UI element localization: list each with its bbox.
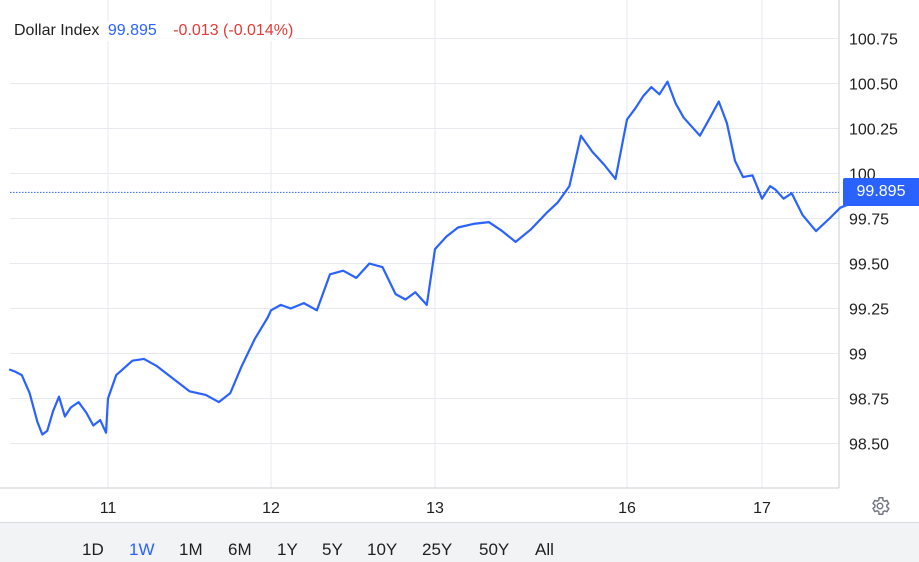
- range-25y-button[interactable]: 25Y: [422, 540, 453, 559]
- tick-labels: 98.5098.759999.2599.5099.75100100.25100.…: [100, 32, 898, 518]
- x-tick-label: 13: [426, 500, 444, 517]
- range-50y-button[interactable]: 50Y: [479, 540, 510, 559]
- range-1w-button[interactable]: 1W: [129, 540, 155, 559]
- y-tick-label: 99.25: [849, 302, 889, 319]
- last-price-tag: 99.895: [843, 178, 919, 207]
- x-tick-label: 12: [262, 500, 280, 517]
- line-chart: 98.5098.759999.2599.5099.75100100.25100.…: [0, 0, 898, 518]
- chart-legend: Dollar Index 99.895 -0.013 (-0.014%): [12, 21, 296, 41]
- y-tick-label: 100.50: [849, 77, 898, 94]
- axes: [0, 0, 840, 489]
- y-tick-label: 100.25: [849, 122, 898, 139]
- x-tick-label: 17: [753, 500, 771, 517]
- range-10y-button[interactable]: 10Y: [367, 540, 398, 559]
- range-selector: 1D 1W 1M 6M 1Y 5Y 10Y 25Y 50Y All: [0, 522, 919, 562]
- range-1m-button[interactable]: 1M: [179, 540, 203, 559]
- legend-change: -0.013 (-0.014%): [173, 22, 294, 39]
- y-tick-label: 100.75: [849, 32, 898, 49]
- x-tick-label: 11: [100, 500, 117, 517]
- legend-value: 99.895: [107, 22, 157, 39]
- y-tick-label: 98.75: [849, 392, 889, 409]
- y-tick-label: 98.50: [849, 437, 889, 454]
- gear-icon: [872, 497, 890, 515]
- settings-button[interactable]: [867, 493, 893, 519]
- series-line: [8, 80, 874, 436]
- y-tick-label: 99: [849, 347, 867, 364]
- range-1y-button[interactable]: 1Y: [277, 540, 298, 559]
- series-layer: [8, 80, 874, 436]
- range-5y-button[interactable]: 5Y: [322, 540, 343, 559]
- range-6m-button[interactable]: 6M: [228, 540, 252, 559]
- range-all-button[interactable]: All: [535, 540, 554, 559]
- y-tick-label: 99.50: [849, 257, 889, 274]
- chart-area: 98.50 98.75 99 99.25 99.50 99.75 100 100.25 100.…: [0, 0, 919, 519]
- y-tick-label: 99.75: [849, 212, 889, 229]
- grid-lines: [10, 0, 839, 488]
- x-tick-label: 16: [618, 500, 636, 517]
- range-1d-button[interactable]: 1D: [82, 540, 104, 559]
- legend-name: Dollar Index: [14, 22, 100, 39]
